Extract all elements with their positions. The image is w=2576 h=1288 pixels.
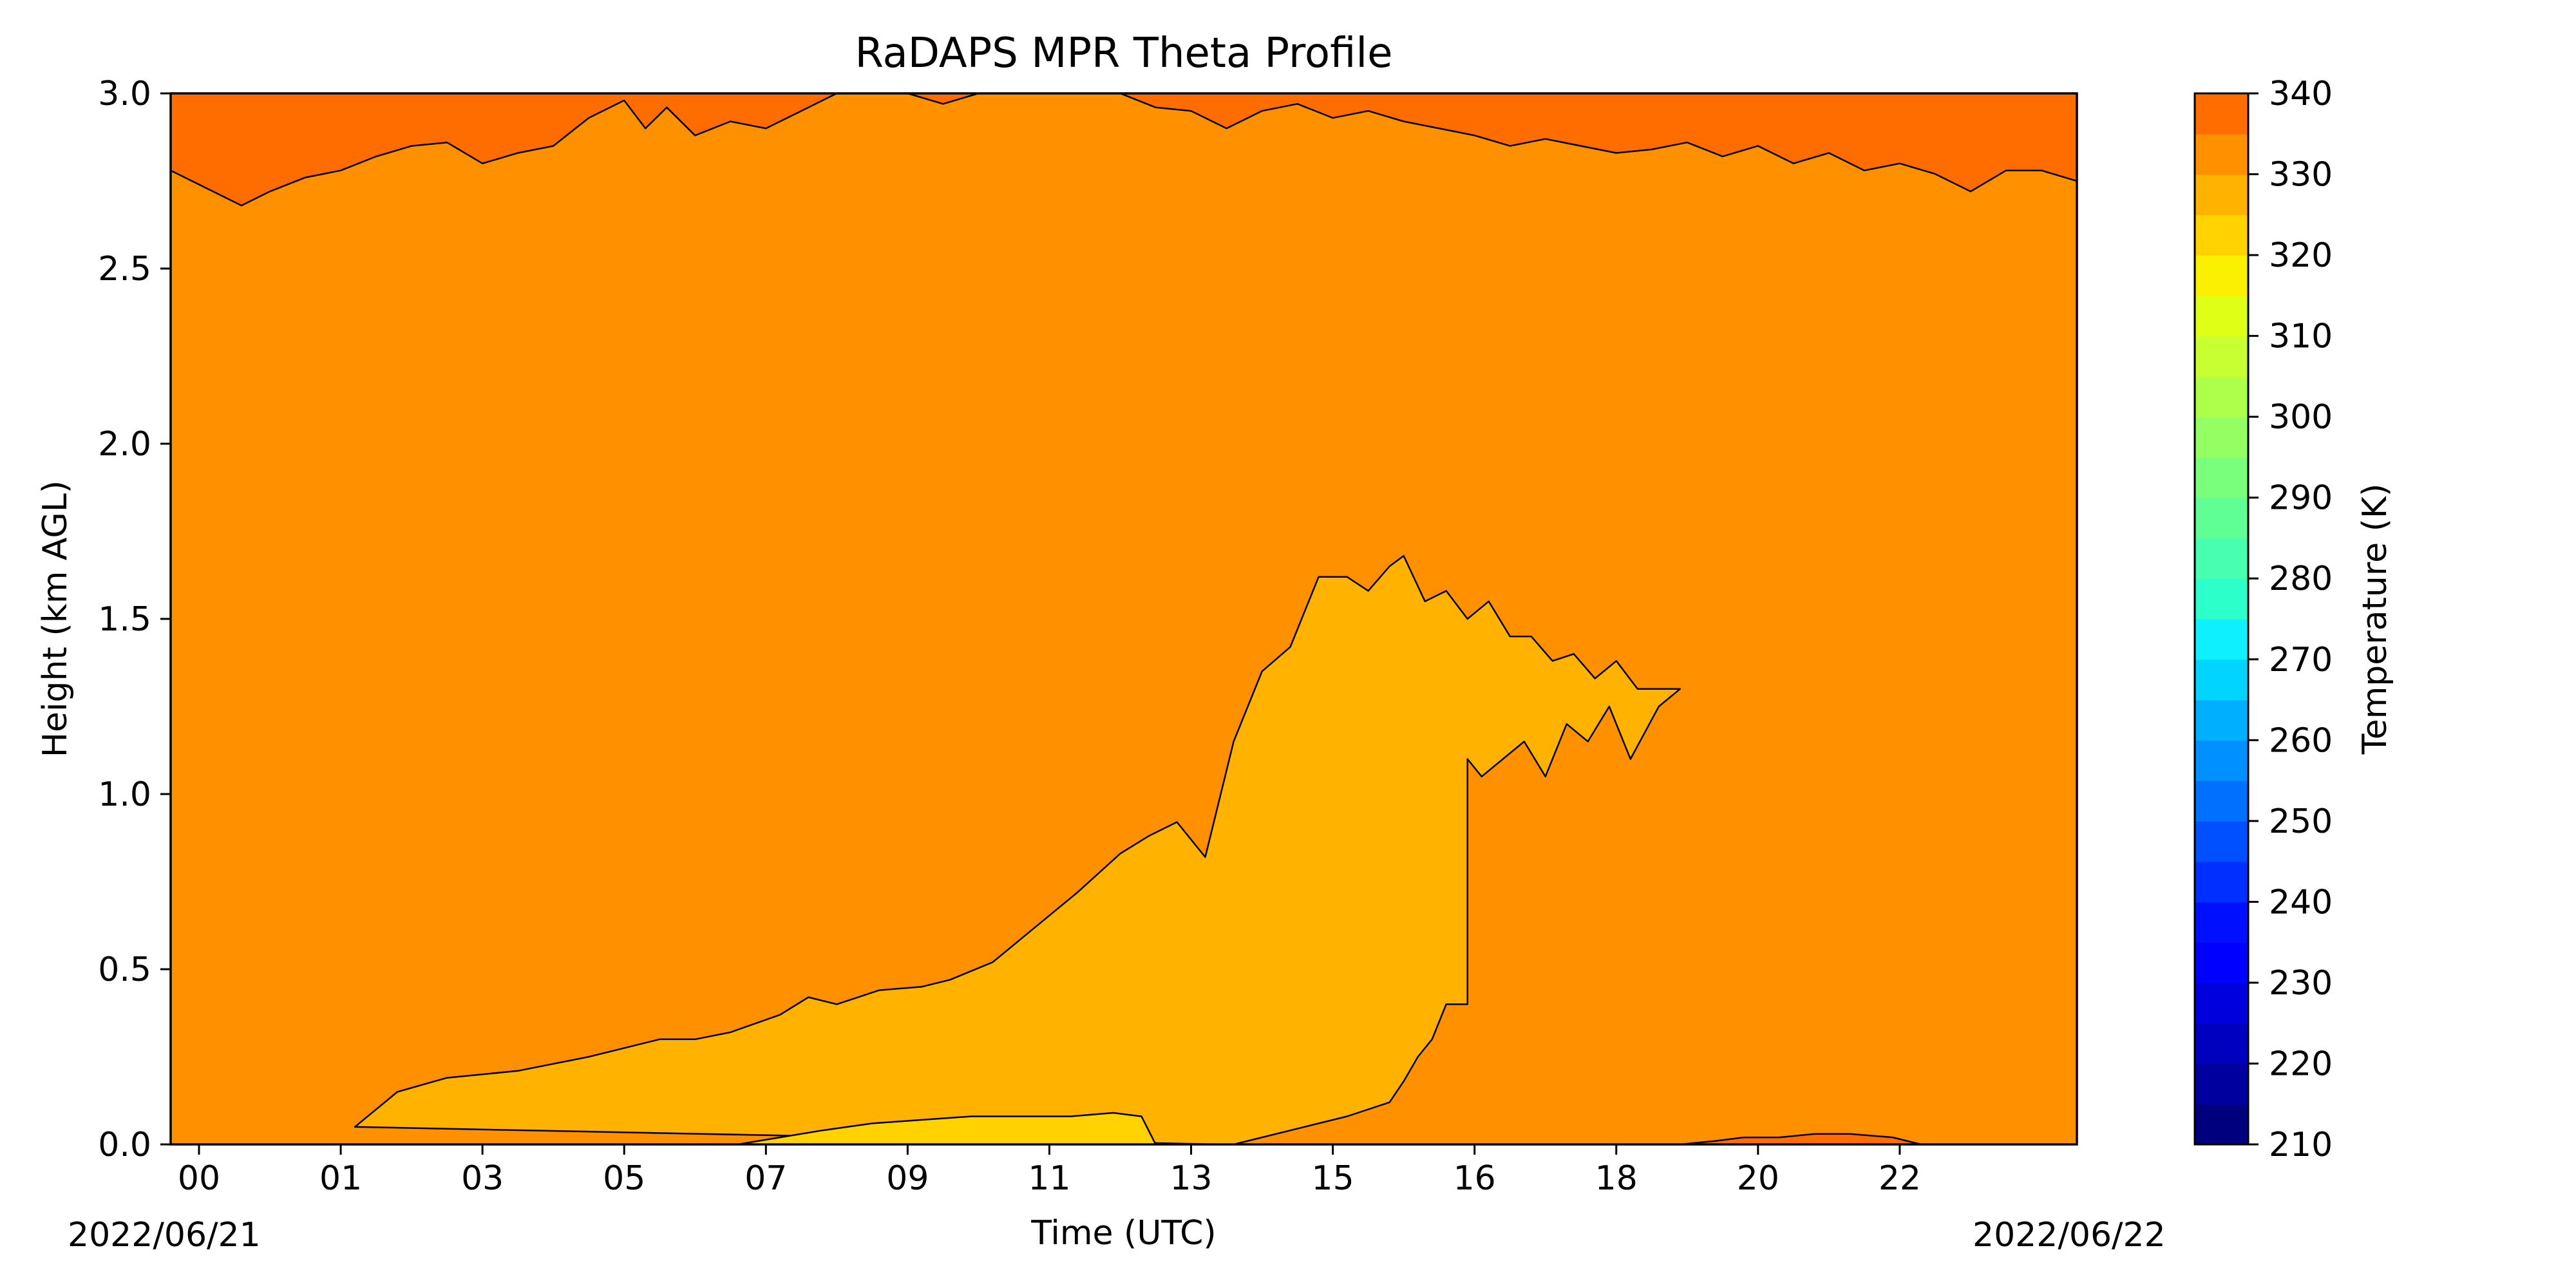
colorbar-segment-25	[2195, 93, 2248, 135]
x-tick-label: 20	[1737, 1159, 1779, 1198]
x-tick-label: 00	[178, 1159, 220, 1198]
chart-title: RaDAPS MPR Theta Profile	[855, 30, 1392, 77]
colorbar-tick-label: 240	[2269, 883, 2333, 922]
colorbar-segment-6	[2195, 861, 2248, 903]
colorbar-tick-label: 220	[2269, 1045, 2333, 1083]
colorbar-segment-9	[2195, 740, 2248, 781]
contour-region-0	[171, 93, 2077, 207]
x-tick-label: 09	[886, 1159, 929, 1198]
x-tick-label: 15	[1312, 1159, 1354, 1198]
colorbar-tick-label: 340	[2269, 75, 2333, 113]
x-axis-label: Time (UTC)	[1030, 1214, 1216, 1253]
colorbar-segment-15	[2195, 497, 2248, 539]
colorbar-label: Temperature (K)	[2356, 484, 2394, 755]
x-tick-label: 13	[1170, 1159, 1212, 1198]
y-tick-label: 0.5	[98, 951, 151, 989]
colorbar-segment-21	[2195, 255, 2248, 296]
colorbar-tick-label: 320	[2269, 236, 2333, 275]
colorbar-segment-11	[2195, 659, 2248, 701]
y-tick-label: 2.5	[98, 250, 151, 289]
colorbar-tick-label: 260	[2269, 721, 2333, 760]
colorbar-segment-8	[2195, 781, 2248, 822]
y-tick-label: 2.0	[98, 425, 151, 464]
x-tick-label: 01	[319, 1159, 362, 1198]
y-tick-label: 1.0	[98, 775, 151, 814]
y-tick-label: 0.0	[98, 1126, 151, 1164]
x-tick-label: 05	[603, 1159, 645, 1198]
colorbar-tick-label: 280	[2269, 560, 2333, 598]
colorbar-segment-7	[2195, 820, 2248, 862]
colorbar-tick-label: 310	[2269, 317, 2333, 356]
x-tick-label: 22	[1879, 1159, 1921, 1198]
plot-area	[169, 92, 2078, 1146]
contour-region-2	[737, 1112, 1157, 1144]
colorbar-segment-16	[2195, 457, 2248, 498]
colorbar-segment-18	[2195, 376, 2248, 417]
colorbar-segment-5	[2195, 902, 2248, 943]
x-tick-label: 07	[744, 1159, 787, 1198]
colorbar-segment-13	[2195, 578, 2248, 620]
y-tick-label: 3.0	[98, 75, 151, 113]
colorbar-segment-24	[2195, 133, 2248, 175]
end-date-label: 2022/06/22	[1973, 1216, 2166, 1255]
x-tick-label: 03	[461, 1159, 504, 1198]
start-date-label: 2022/06/21	[68, 1216, 261, 1255]
y-axis-label: Height (km AGL)	[36, 480, 75, 757]
colorbar-tick-label: 210	[2269, 1126, 2333, 1164]
colorbar-segment-17	[2195, 417, 2248, 458]
x-tick-label: 18	[1595, 1159, 1638, 1198]
x-tick-label: 16	[1454, 1159, 1496, 1198]
colorbar-tick-label: 300	[2269, 398, 2333, 437]
colorbar-segment-2	[2195, 1023, 2248, 1065]
x-tick-label: 11	[1028, 1159, 1070, 1198]
colorbar-tick-label: 250	[2269, 802, 2333, 841]
y-axis: 0.0 0.5 1.0 1.5 2.0 2.5 3.0	[98, 75, 171, 1164]
colorbar-segment-1	[2195, 1063, 2248, 1105]
colorbar-segment-22	[2195, 214, 2248, 256]
colorbar-segment-0	[2195, 1104, 2248, 1145]
y-tick-label: 1.5	[98, 600, 151, 639]
colorbar-tick-label: 270	[2269, 641, 2333, 679]
colorbar-tick-label: 330	[2269, 156, 2333, 194]
colorbar-segment-4	[2195, 942, 2248, 983]
colorbar: 210 220 230 240 250 260 270 280 290 300 310 320 330 3…	[2193, 75, 2333, 1164]
colorbar-segment-10	[2195, 699, 2248, 741]
colorbar-segment-3	[2195, 982, 2248, 1024]
x-axis: 00 01 03 05 07 09 11 13 15 16 18 20 22	[178, 1144, 1921, 1198]
colorbar-segment-12	[2195, 619, 2248, 660]
colorbar-segment-20	[2195, 295, 2248, 337]
colorbar-frame	[2193, 92, 2249, 1146]
contour-region-3	[1679, 1133, 1922, 1144]
colorbar-tick-label: 230	[2269, 964, 2333, 1003]
contour-region-1	[354, 554, 1681, 1144]
colorbar-tick-label: 290	[2269, 479, 2333, 518]
colorbar-segment-19	[2195, 336, 2248, 377]
colorbar-segment-23	[2195, 174, 2248, 216]
colorbar-segment-14	[2195, 538, 2248, 580]
